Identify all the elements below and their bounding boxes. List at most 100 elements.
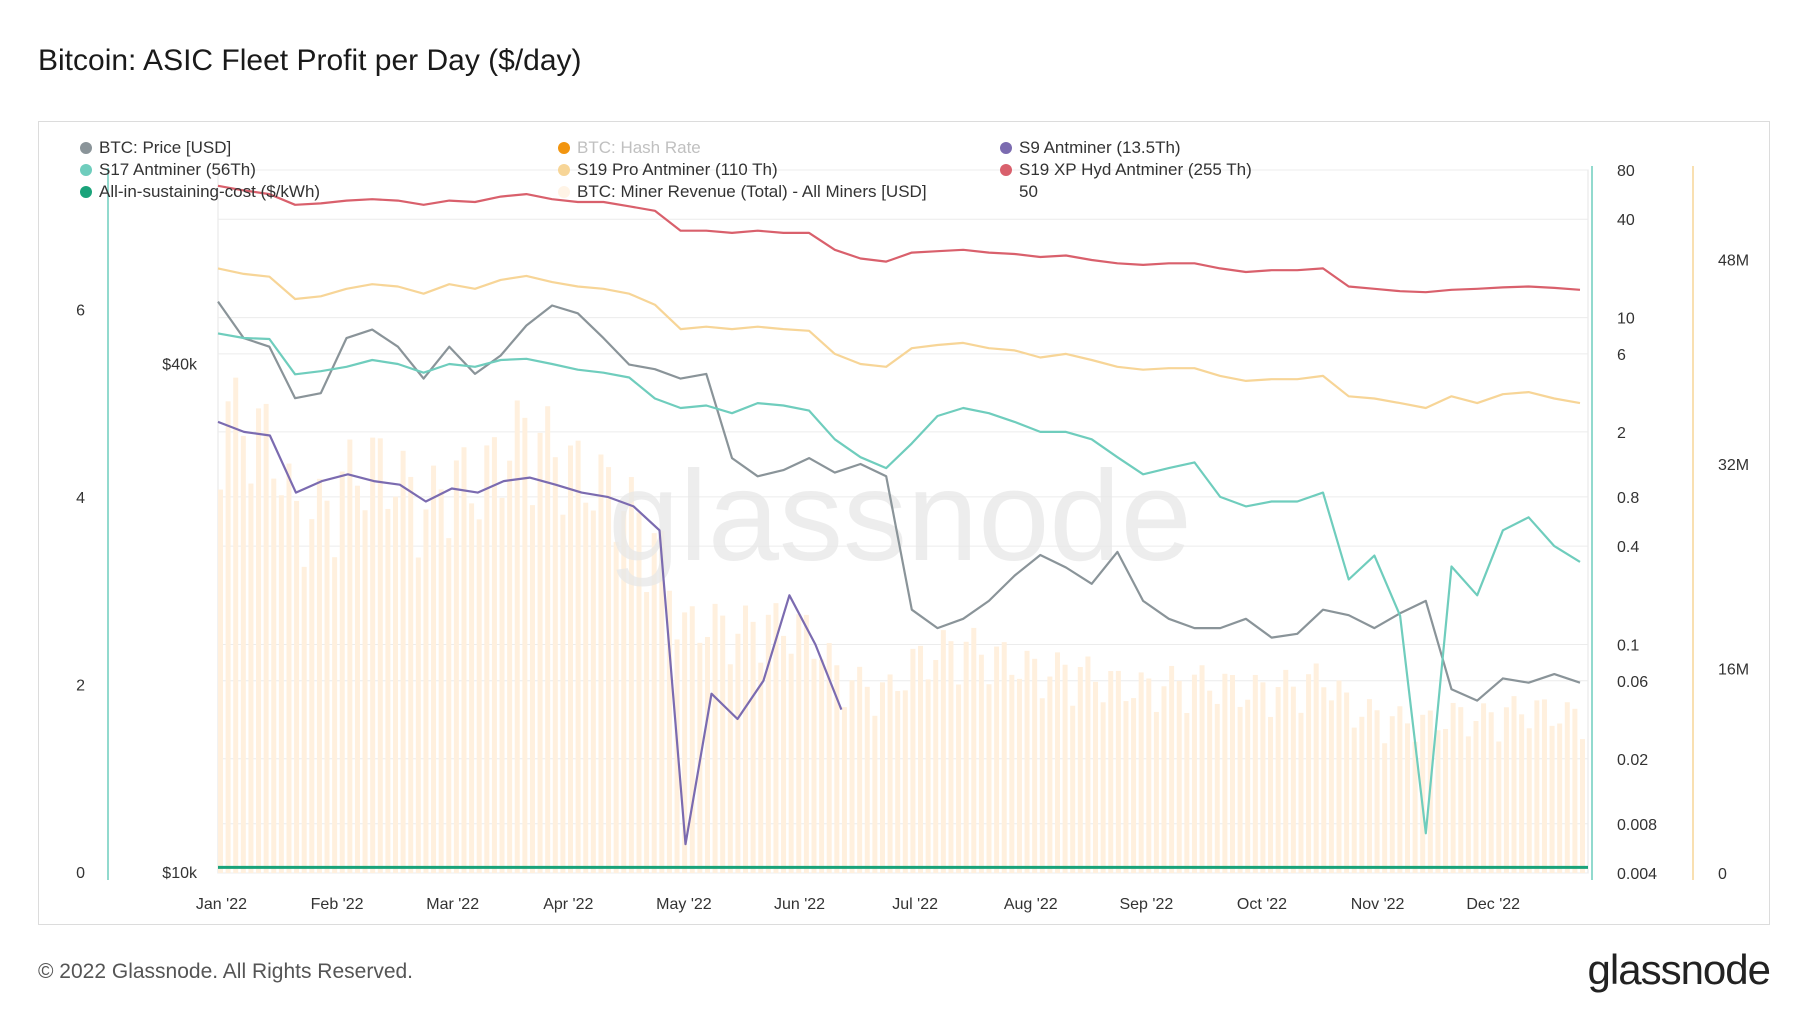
left-cost-tick: 0 xyxy=(76,865,85,882)
revenue-bar xyxy=(819,659,825,873)
revenue-bar xyxy=(347,439,353,873)
legend-item[interactable]: All-in-sustaining-cost ($/kWh) xyxy=(80,182,320,202)
revenue-bar xyxy=(240,435,246,873)
revenue-bar xyxy=(1290,686,1296,873)
revenue-bar xyxy=(651,533,657,873)
chart-axes xyxy=(107,166,1694,880)
revenue-bar xyxy=(1237,706,1243,873)
revenue-bar xyxy=(1199,665,1205,873)
revenue-bar xyxy=(1389,716,1395,873)
revenue-bar xyxy=(1321,687,1327,873)
revenue-bar xyxy=(857,666,863,873)
revenue-bar xyxy=(704,636,710,873)
revenue-bar xyxy=(1564,702,1570,873)
legend-swatch xyxy=(1000,164,1012,176)
revenue-bar xyxy=(408,476,414,873)
revenue-bar xyxy=(423,509,429,873)
right-profit-tick: 0.8 xyxy=(1617,490,1639,507)
revenue-bar xyxy=(1519,714,1525,873)
revenue-bar xyxy=(841,707,847,873)
right-revenue-tick: 16M xyxy=(1718,661,1749,678)
revenue-bar xyxy=(834,665,840,873)
left-price-tick: $40k xyxy=(162,357,198,374)
revenue-bar xyxy=(1214,703,1220,873)
revenue-bar xyxy=(1397,706,1403,873)
revenue-bar xyxy=(750,621,756,873)
revenue-bar xyxy=(1496,741,1502,873)
right-profit-tick: 0.02 xyxy=(1617,752,1648,769)
revenue-bar xyxy=(560,514,566,873)
x-axis-tick: Dec '22 xyxy=(1466,896,1520,913)
right-profit-tick: 10 xyxy=(1617,311,1635,328)
revenue-bar xyxy=(1298,712,1304,873)
revenue-bar xyxy=(682,612,688,873)
revenue-bar xyxy=(514,400,520,873)
legend-label: S19 Pro Antminer (110 Th) xyxy=(577,160,778,179)
revenue-bar xyxy=(263,403,269,873)
revenue-bar xyxy=(1503,707,1509,873)
revenue-bar xyxy=(1070,705,1076,873)
revenue-bar xyxy=(1541,699,1547,873)
legend-swatch xyxy=(80,186,92,198)
legend-item[interactable]: S9 Antminer (13.5Th) xyxy=(1000,138,1181,158)
revenue-bar xyxy=(1146,678,1152,873)
revenue-bar xyxy=(1344,692,1350,873)
page-title: Bitcoin: ASIC Fleet Profit per Day ($/da… xyxy=(38,44,582,77)
revenue-bar xyxy=(1039,698,1045,873)
revenue-bar xyxy=(636,512,642,873)
revenue-bar xyxy=(1283,669,1289,873)
revenue-bar xyxy=(1016,678,1022,873)
revenue-bar xyxy=(986,684,992,873)
legend-item[interactable]: BTC: Price [USD] xyxy=(80,138,231,158)
right-profit-tick: 40 xyxy=(1617,212,1635,229)
revenue-bar xyxy=(1526,728,1532,873)
legend-swatch xyxy=(80,142,92,154)
tick-labels: 0 2 4 6 $10k $40k 0.004 0.008 0.02 0.06 0.1 0.4 0.8 2… xyxy=(76,163,1749,913)
legend-label: All-in-sustaining-cost ($/kWh) xyxy=(99,182,321,201)
legend-label: S9 Antminer (13.5Th) xyxy=(1019,138,1181,157)
revenue-bar xyxy=(1131,698,1137,873)
revenue-bar xyxy=(431,465,437,873)
revenue-bar xyxy=(461,447,467,873)
revenue-bar xyxy=(339,471,345,873)
miner-revenue-area xyxy=(218,377,1585,873)
revenue-bar xyxy=(1511,696,1517,873)
legend-item[interactable]: S17 Antminer (56Th) xyxy=(80,160,256,180)
legend-swatch xyxy=(558,186,570,198)
revenue-bar xyxy=(796,614,802,873)
revenue-bar xyxy=(568,445,574,873)
revenue-bar xyxy=(324,500,330,873)
revenue-bar xyxy=(377,438,383,873)
left-cost-tick: 2 xyxy=(76,678,85,695)
revenue-bar xyxy=(233,377,239,873)
revenue-bar xyxy=(225,401,231,873)
series-lines xyxy=(217,184,1588,869)
revenue-bar xyxy=(606,467,612,873)
revenue-bar xyxy=(1580,739,1585,873)
x-axis-tick: Oct '22 xyxy=(1237,896,1287,913)
revenue-bar xyxy=(1458,707,1464,873)
revenue-bar xyxy=(484,445,490,873)
legend-item[interactable]: S19 Pro Antminer (110 Th) xyxy=(558,160,778,180)
right-revenue-tick: 48M xyxy=(1718,252,1749,269)
legend-item[interactable]: BTC: Miner Revenue (Total) - All Miners … xyxy=(558,182,927,202)
revenue-bar xyxy=(788,653,794,873)
x-axis-tick: Feb '22 xyxy=(311,896,364,913)
revenue-bar xyxy=(971,627,977,873)
revenue-bar xyxy=(1488,712,1494,873)
revenue-bar xyxy=(1557,723,1563,873)
revenue-bar xyxy=(332,557,338,873)
revenue-bar xyxy=(948,641,954,873)
revenue-bar xyxy=(1252,674,1258,873)
left-cost-tick: 6 xyxy=(76,303,85,320)
legend-item[interactable]: BTC: Hash Rate xyxy=(558,138,701,158)
revenue-bar xyxy=(1404,723,1410,873)
revenue-bar xyxy=(575,440,581,873)
revenue-bar xyxy=(1024,650,1030,873)
revenue-bar xyxy=(499,497,505,873)
revenue-bar xyxy=(598,454,604,873)
revenue-bar xyxy=(1260,682,1266,873)
footer-logo: glassnode xyxy=(1587,946,1771,993)
revenue-bar xyxy=(362,510,368,873)
legend-item[interactable]: S19 XP Hyd Antminer (255 Th) xyxy=(1000,160,1252,180)
